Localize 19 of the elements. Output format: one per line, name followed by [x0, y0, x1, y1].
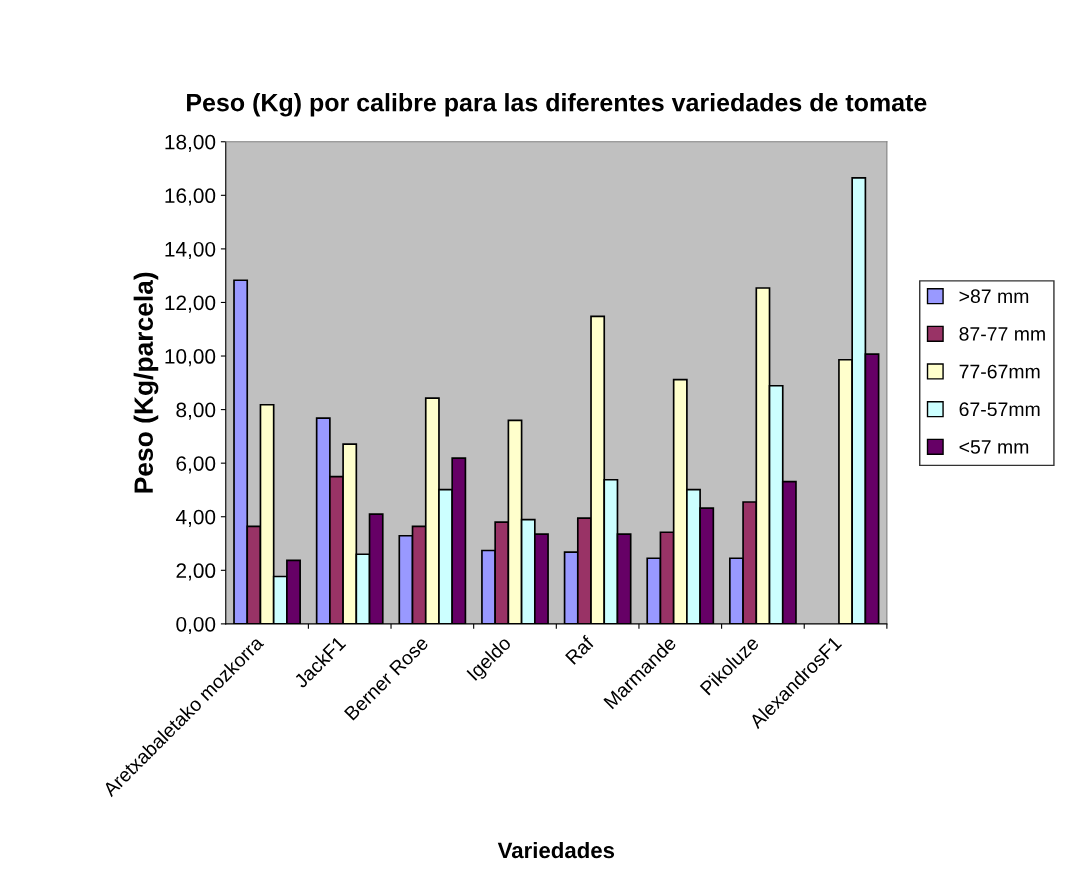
x-tick-label: Raf	[564, 634, 595, 665]
legend-label: 67-57mm	[959, 402, 1040, 417]
y-tick-label: 0,00	[176, 616, 216, 635]
y-tick-label: 2,00	[176, 563, 216, 581]
y-tick-label: 6,00	[176, 456, 216, 474]
x-axis-title: Variedades	[497, 841, 615, 859]
legend-label: 87-77 mm	[959, 327, 1045, 341]
legend-label: 77-67mm	[959, 364, 1040, 379]
y-tick-label: 12,00	[165, 295, 216, 313]
y-tick-label: 4,00	[175, 509, 216, 527]
chart-title: Peso (Kg) por calibre para las diferentes variedades de tomate	[187, 93, 927, 117]
y-tick-label: 18,00	[165, 134, 216, 152]
y-tick-label: 10,00	[165, 349, 216, 367]
y-tick-label: 8,00	[176, 402, 216, 420]
legend-label: >87 mm	[959, 289, 1029, 304]
y-tick-label: 16,00	[165, 188, 216, 206]
y-axis-title: Peso (Kg/parcela)	[133, 272, 159, 493]
y-tick-label: 14,00	[165, 241, 216, 260]
legend-label: <57 mm	[959, 440, 1029, 454]
